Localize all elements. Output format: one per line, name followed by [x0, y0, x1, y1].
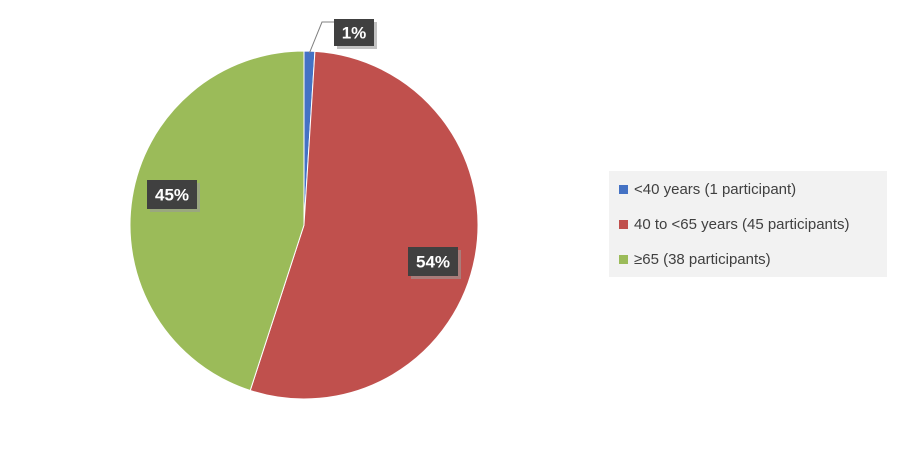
legend-item-40-to-65: 40 to <65 years (45 participants): [619, 214, 850, 234]
svg-text:45%: 45%: [155, 186, 189, 205]
legend-swatch-65-plus: [619, 254, 628, 264]
legend-swatch-40-to-65: [619, 219, 628, 229]
legend-swatch-under-40: [619, 184, 628, 194]
data-label-40-to-65: 54%: [408, 247, 461, 279]
data-label-65-plus: 45%: [147, 180, 200, 212]
data-label-under-40: 1%: [334, 19, 377, 49]
svg-text:54%: 54%: [416, 253, 450, 272]
legend-item-under-40: <40 years (1 participant): [619, 179, 796, 199]
pie-slice-40-to-65: [249, 50, 479, 400]
legend-label-under-40: <40 years (1 participant): [634, 180, 797, 198]
legend: <40 years (1 participant) 40 to <65 year…: [609, 171, 887, 277]
svg-text:1%: 1%: [342, 24, 367, 43]
legend-item-65-plus: ≥65 (38 participants): [619, 249, 771, 269]
legend-label-65-plus: ≥65 (38 participants): [634, 250, 771, 268]
leader-line-under-40: [308, 21, 334, 54]
pie-slice-65-plus: [129, 50, 305, 392]
legend-label-40-to-65: 40 to <65 years (45 participants): [634, 215, 850, 233]
